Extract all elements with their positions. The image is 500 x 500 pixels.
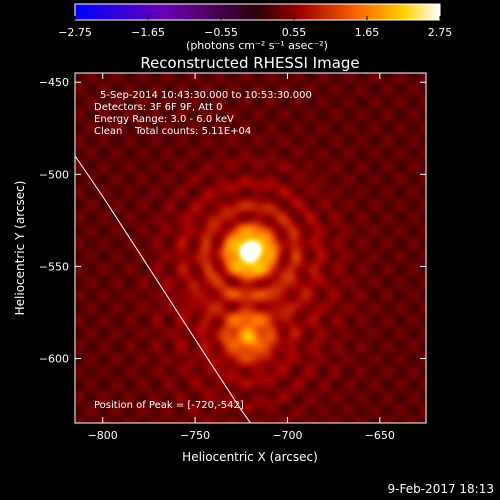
chart-title: Reconstructed RHESSI Image [140, 54, 359, 72]
colorbar-ticks: −2.75 −1.65 −0.55 0.55 1.65 2.75 [58, 16, 452, 39]
colorbar-tick-label: 0.55 [282, 26, 307, 39]
colorbar-tick-label: 1.65 [355, 26, 380, 39]
x-axis-title: Heliocentric X (arcsec) [182, 450, 318, 464]
info-time-range: 5-Sep-2014 10:43:30.000 to 10:53:30.000 [100, 90, 312, 101]
y-tick-label: −600 [39, 353, 69, 366]
colorbar-tick-label: −0.55 [204, 26, 238, 39]
info-clean-counts: Clean Total counts: 5.11E+04 [94, 126, 251, 137]
peak-position-label: Position of Peak = [-720,-542] [94, 400, 244, 411]
info-energy-range: Energy Range: 3.0 - 6.0 keV [94, 114, 234, 125]
colorbar-label: (photons cm⁻² s⁻¹ asec⁻²) [186, 39, 328, 52]
y-axis-title: Heliocentric Y (arcsec) [13, 181, 27, 316]
info-detectors: Detectors: 3F 6F 9F, Att 0 [94, 102, 222, 113]
x-tick-label: −700 [272, 429, 302, 442]
y-tick-label: −550 [39, 260, 69, 273]
axis-ticks: −800 −750 −700 −650 −600 −550 −500 −450 [39, 73, 426, 442]
colorbar-tick-label: 2.75 [428, 26, 453, 39]
x-tick-label: −650 [365, 429, 395, 442]
solar-limb-line [75, 155, 251, 423]
generation-date: 9-Feb-2017 18:13 [387, 482, 494, 496]
y-tick-label: −450 [39, 76, 69, 89]
y-tick-label: −500 [39, 168, 69, 181]
colorbar-tick-label: −1.65 [131, 26, 165, 39]
colorbar [74, 3, 441, 21]
x-tick-label: −800 [88, 429, 118, 442]
x-tick-label: −750 [180, 429, 210, 442]
colorbar-tick-label: −2.75 [58, 26, 92, 39]
plot-image [75, 73, 426, 423]
plot-frame [74, 72, 427, 424]
